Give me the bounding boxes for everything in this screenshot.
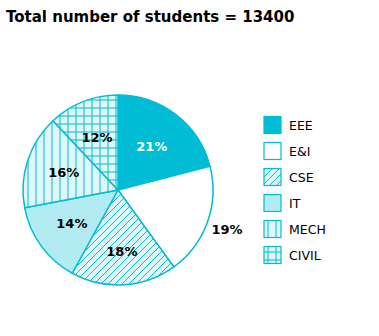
legend-label: IT [289,196,301,211]
data-label: 19% [211,222,242,237]
data-label: 14% [56,216,87,231]
data-labels: 21% 19% 18% 14% 16% 12% [48,130,242,260]
data-label: 16% [48,165,79,180]
legend-swatch [264,143,281,160]
slices [23,95,213,285]
legend-label: E&I [289,144,310,159]
chart: Total number of students = 13400 21% 19% 18… [0,0,379,336]
legend: EEE E&I CSE IT MECH CIVIL [264,117,326,264]
legend-label: MECH [289,222,326,237]
legend-label: EEE [289,118,313,133]
legend-swatch [264,247,281,264]
legend-swatch [264,117,281,134]
legend-label: CSE [289,170,314,185]
legend-label: CIVIL [289,248,321,263]
title: Total number of students = 13400 [6,8,294,26]
legend-swatch [264,169,281,186]
legend-swatch [264,195,281,212]
data-label: 12% [81,130,112,145]
data-label: 18% [106,244,137,259]
legend-swatch [264,221,281,238]
data-label: 21% [136,139,167,154]
